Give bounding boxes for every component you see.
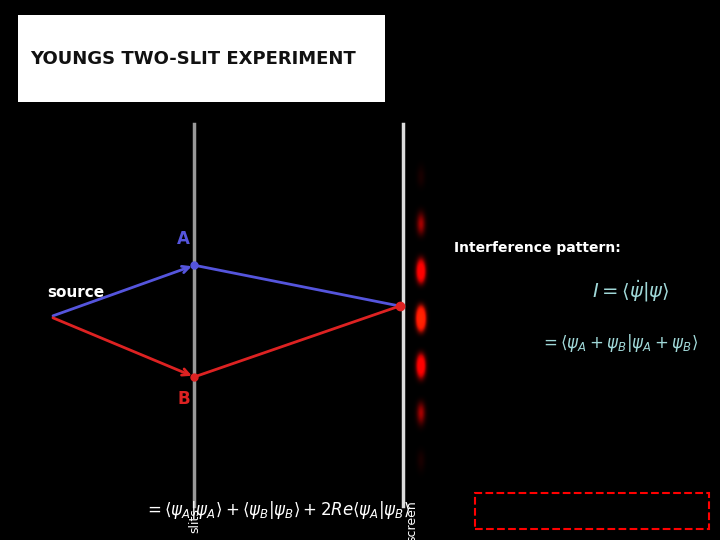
FancyBboxPatch shape [18,16,385,102]
Text: $= \langle \psi_A + \psi_B | \psi_A + \psi_B \rangle$: $= \langle \psi_A + \psi_B | \psi_A + \p… [540,332,698,354]
Text: screen: screen [405,500,418,540]
Text: YOUNGS TWO-SLIT EXPERIMENT: YOUNGS TWO-SLIT EXPERIMENT [30,50,356,68]
Text: A: A [177,230,190,248]
Text: $I = \langle \dot{\psi} | \psi \rangle$: $I = \langle \dot{\psi} | \psi \rangle$ [592,278,670,304]
Text: slits: slits [188,508,201,533]
Text: $= \langle \psi_A | \psi_A \rangle + \langle \psi_B | \psi_B \rangle + 2Re\langl: $= \langle \psi_A | \psi_A \rangle + \la… [144,499,410,521]
Text: source: source [47,285,104,300]
Text: Interference pattern:: Interference pattern: [454,241,621,255]
Text: B: B [177,390,190,408]
